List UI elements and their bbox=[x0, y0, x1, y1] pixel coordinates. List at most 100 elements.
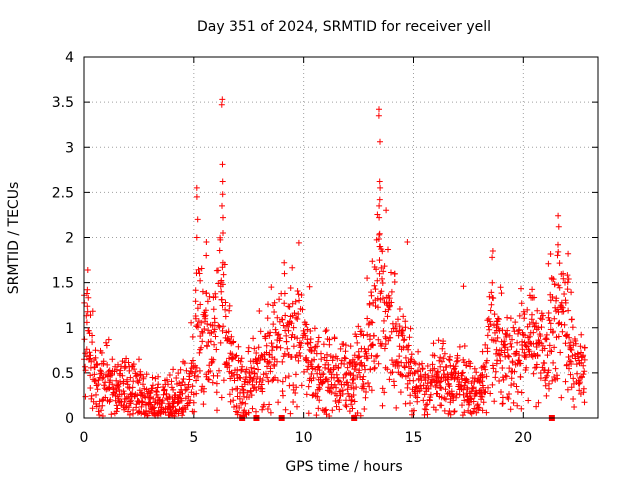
data-point bbox=[387, 334, 394, 341]
data-point bbox=[468, 388, 475, 395]
data-point bbox=[453, 358, 460, 365]
data-point bbox=[331, 381, 338, 388]
data-point bbox=[258, 352, 265, 359]
data-point bbox=[215, 322, 222, 329]
data-point bbox=[518, 300, 525, 307]
data-point bbox=[247, 388, 254, 395]
data-point bbox=[136, 377, 143, 384]
data-point bbox=[566, 358, 573, 364]
data-point bbox=[279, 316, 286, 323]
data-point bbox=[299, 306, 306, 313]
data-point bbox=[443, 363, 450, 370]
data-point bbox=[376, 202, 383, 209]
data-point bbox=[352, 366, 359, 372]
data-point bbox=[242, 400, 249, 407]
data-point bbox=[505, 353, 512, 360]
data-point bbox=[490, 295, 497, 302]
data-point bbox=[379, 402, 386, 409]
data-point bbox=[204, 298, 211, 305]
data-point bbox=[308, 371, 315, 377]
data-point bbox=[379, 248, 386, 255]
data-point bbox=[397, 389, 404, 396]
data-point bbox=[132, 373, 139, 380]
data-point bbox=[211, 326, 218, 333]
y-axis-label: SRMTID / TECUs bbox=[6, 182, 22, 295]
data-point bbox=[439, 358, 445, 365]
data-point bbox=[355, 323, 362, 330]
data-point bbox=[193, 390, 200, 397]
data-point bbox=[219, 178, 226, 185]
data-point bbox=[375, 336, 382, 343]
data-point bbox=[549, 377, 556, 384]
data-point bbox=[305, 383, 312, 390]
data-point bbox=[400, 344, 407, 351]
data-point bbox=[239, 363, 246, 370]
data-point bbox=[363, 389, 369, 395]
data-point bbox=[537, 370, 544, 376]
data-point bbox=[489, 254, 496, 261]
data-point bbox=[350, 375, 357, 382]
data-point bbox=[388, 299, 395, 306]
data-point bbox=[238, 355, 245, 362]
data-point bbox=[396, 306, 403, 312]
data-point bbox=[459, 370, 465, 377]
data-point bbox=[336, 406, 343, 413]
data-point bbox=[265, 301, 271, 308]
data-point bbox=[268, 284, 275, 291]
data-point bbox=[438, 394, 445, 401]
data-point bbox=[484, 317, 491, 324]
data-point bbox=[544, 372, 550, 379]
data-point bbox=[344, 386, 351, 393]
data-point bbox=[410, 377, 417, 384]
data-point bbox=[214, 407, 220, 414]
data-point bbox=[290, 343, 297, 350]
data-point bbox=[504, 352, 511, 359]
data-point bbox=[109, 356, 116, 363]
data-point bbox=[342, 402, 349, 409]
data-point bbox=[218, 101, 225, 108]
data-point bbox=[407, 392, 414, 399]
data-point bbox=[126, 411, 133, 418]
data-point bbox=[516, 312, 523, 319]
data-point bbox=[99, 402, 106, 409]
data-point bbox=[188, 319, 195, 326]
data-point bbox=[214, 372, 221, 379]
data-point bbox=[435, 368, 441, 375]
data-point bbox=[281, 350, 288, 357]
data-point bbox=[286, 303, 293, 310]
data-point bbox=[375, 360, 382, 367]
data-point bbox=[272, 374, 278, 381]
data-point bbox=[336, 378, 343, 385]
data-point bbox=[335, 365, 342, 372]
data-point bbox=[385, 337, 392, 344]
data-point bbox=[447, 411, 454, 418]
data-point bbox=[159, 397, 166, 404]
data-point bbox=[446, 383, 453, 390]
data-point bbox=[364, 331, 371, 338]
data-point bbox=[245, 409, 252, 416]
data-point bbox=[243, 366, 250, 373]
data-point bbox=[259, 385, 266, 392]
data-point bbox=[237, 375, 244, 381]
data-point bbox=[424, 411, 431, 418]
data-point bbox=[578, 331, 585, 338]
data-point bbox=[274, 332, 281, 338]
data-point bbox=[101, 382, 107, 389]
data-point bbox=[480, 363, 487, 370]
data-point bbox=[337, 345, 344, 352]
data-point bbox=[564, 286, 571, 293]
data-point bbox=[526, 321, 533, 328]
data-point bbox=[168, 378, 175, 385]
data-point bbox=[420, 397, 427, 404]
data-point bbox=[565, 354, 572, 360]
data-point bbox=[207, 368, 214, 374]
data-point bbox=[269, 347, 275, 354]
data-point bbox=[340, 374, 347, 381]
data-point bbox=[534, 353, 541, 359]
data-point bbox=[545, 367, 552, 374]
data-point bbox=[131, 366, 138, 373]
data-point bbox=[515, 330, 521, 337]
data-point bbox=[391, 279, 398, 285]
data-point bbox=[210, 306, 217, 313]
data-point bbox=[436, 379, 443, 386]
